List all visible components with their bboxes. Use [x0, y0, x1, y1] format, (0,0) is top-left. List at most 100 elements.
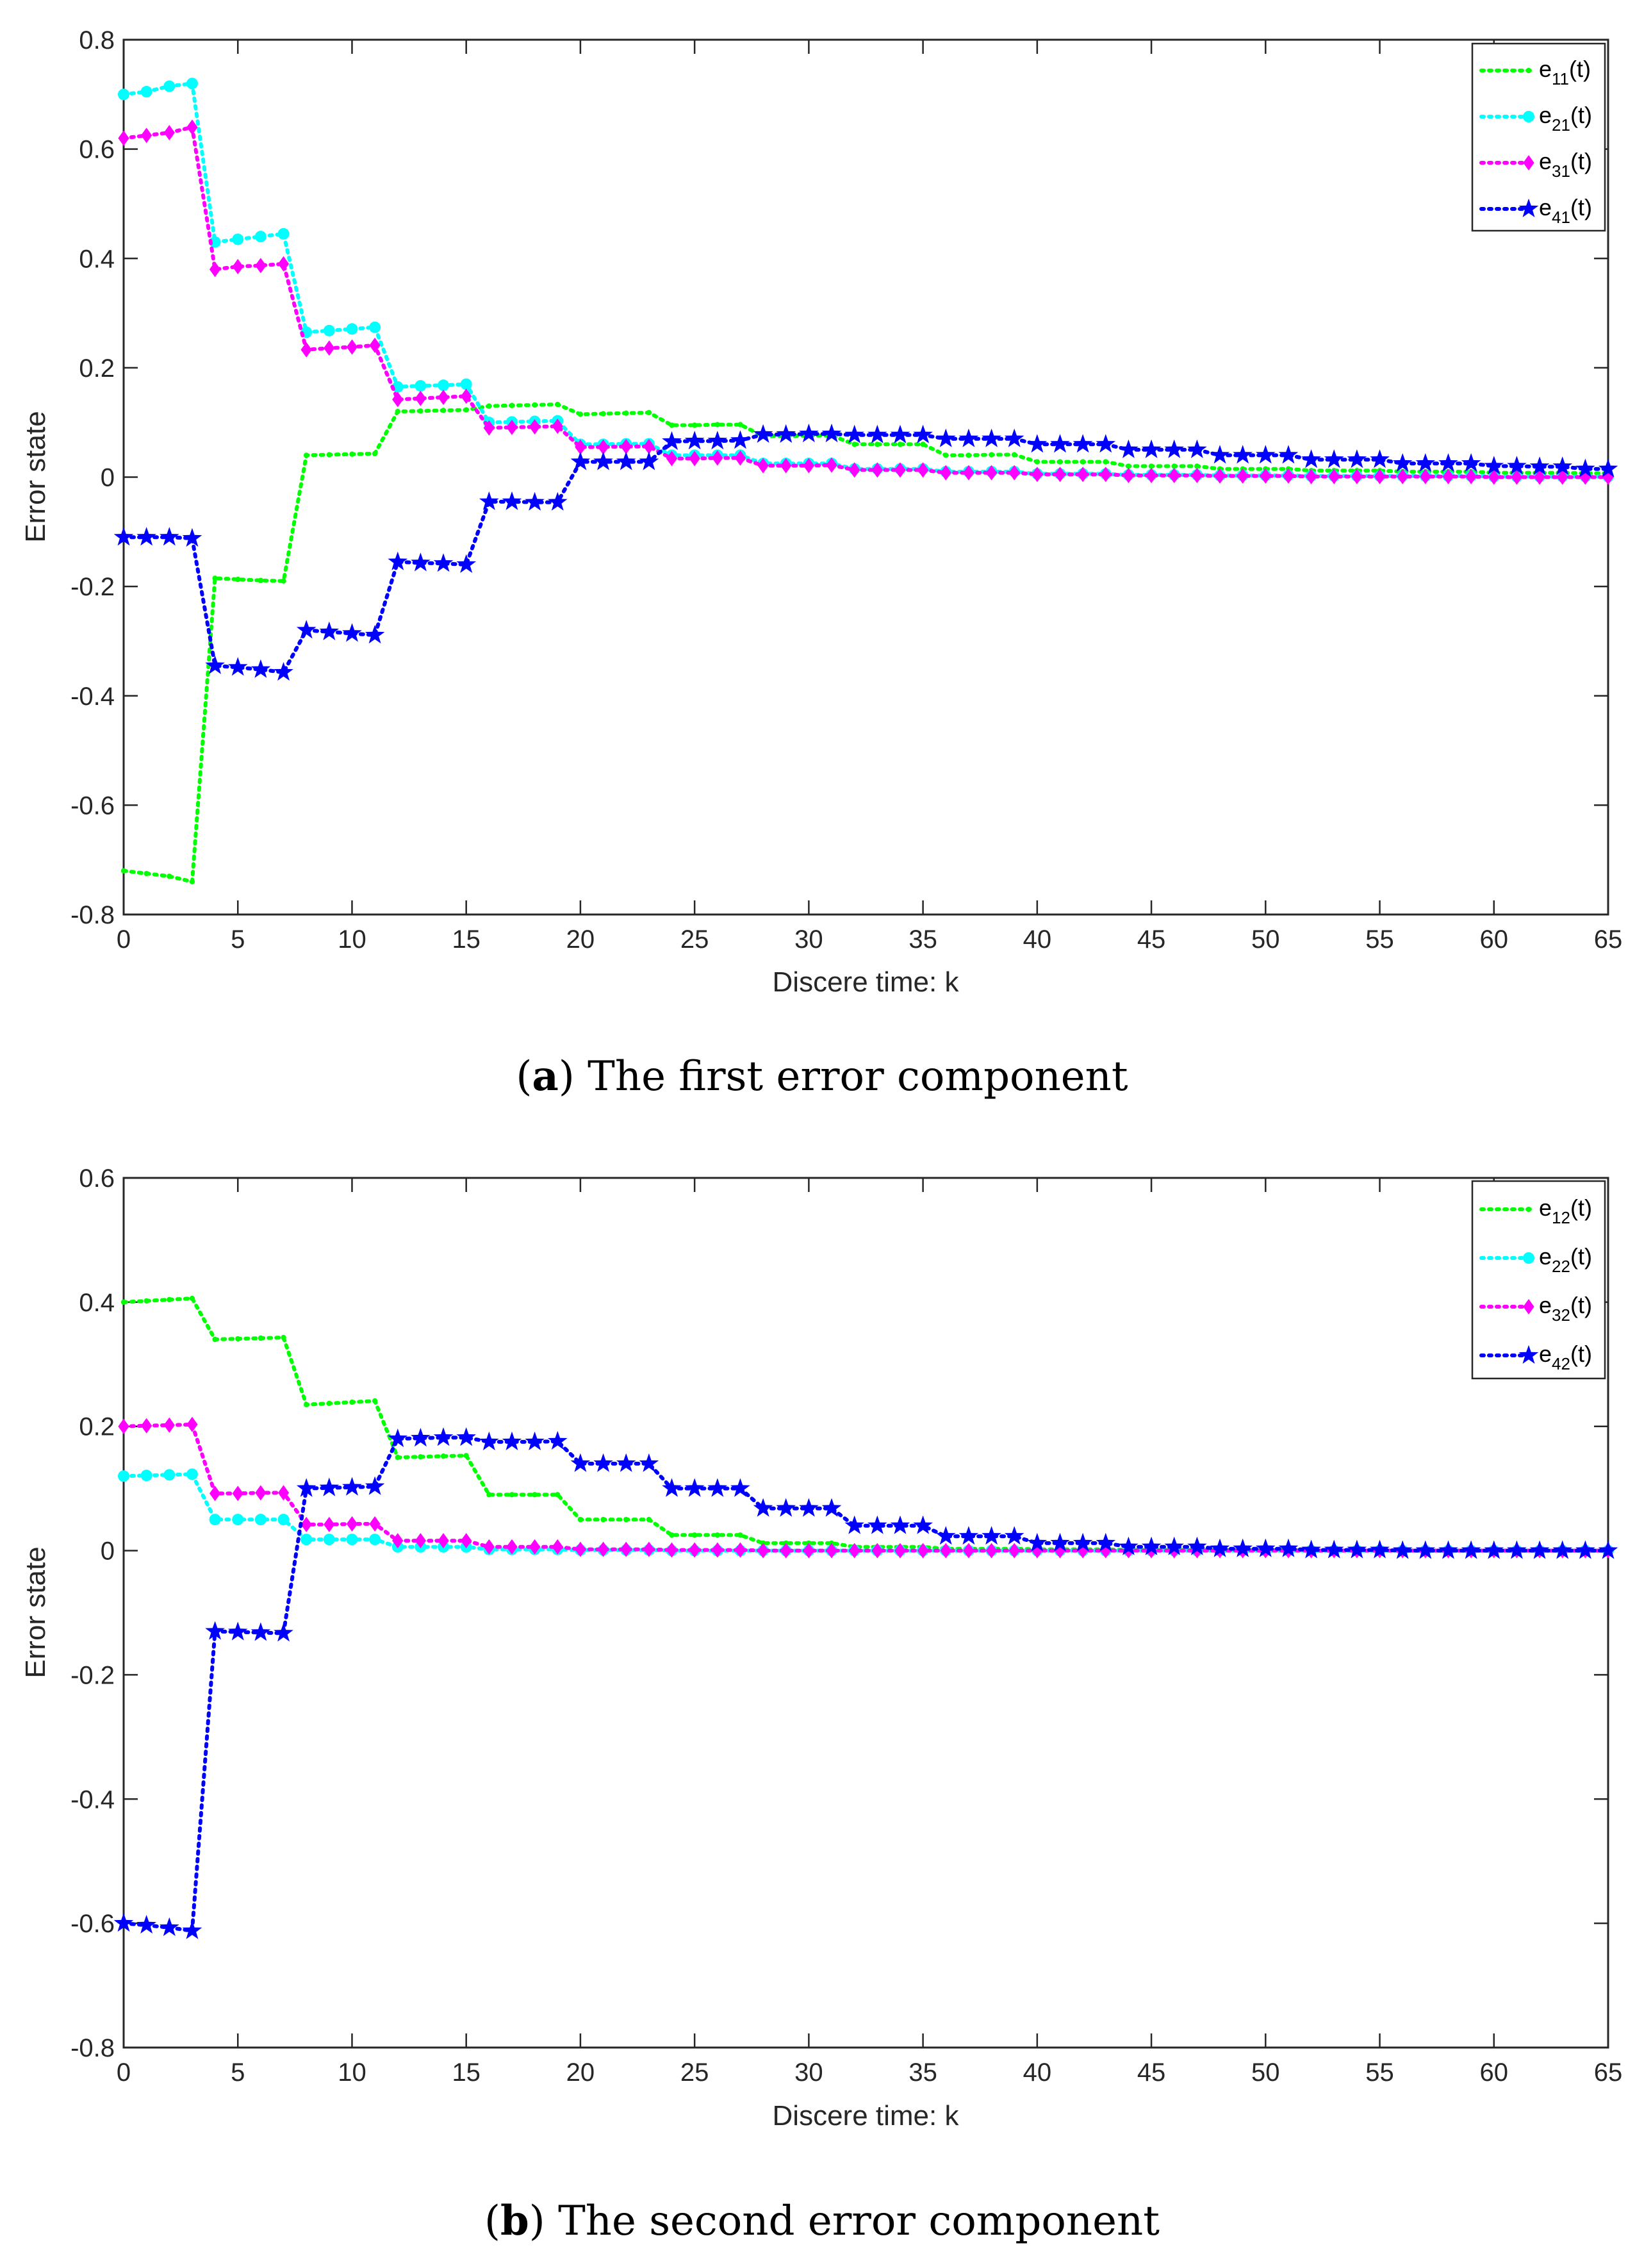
point-a-2-36 [940, 465, 951, 481]
y-tick-label-a-5: 0.2 [79, 354, 115, 383]
x-tick-label-a-3: 15 [452, 925, 481, 954]
point-b-0-11 [372, 1398, 378, 1404]
point-b-2-8 [300, 1516, 312, 1532]
point-b-2-5 [232, 1486, 243, 1502]
point-a-0-0 [120, 868, 127, 873]
point-a-2-34 [894, 462, 906, 478]
point-a-0-10 [349, 451, 355, 457]
point-b-3-44 [1119, 1536, 1138, 1555]
point-a-3-57 [1415, 453, 1436, 472]
point-b-0-22 [623, 1516, 629, 1523]
point-b-2-37 [963, 1543, 974, 1559]
point-a-0-5 [235, 576, 241, 583]
point-a-2-23 [643, 438, 655, 454]
legend-marker-a-2 [1523, 155, 1534, 170]
point-a-2-37 [963, 465, 974, 481]
point-b-3-11 [365, 1476, 385, 1495]
x-axis-label-a: Discere time: k [773, 966, 960, 998]
point-a-3-17 [502, 491, 522, 510]
point-b-0-14 [440, 1453, 447, 1459]
legend-a: e11(t) e21(t) e31(t) e41(t) [1471, 42, 1606, 232]
point-a-2-44 [1122, 467, 1135, 483]
y-tick-label-b-3: -0.2 [70, 1661, 115, 1689]
point-a-3-53 [1324, 449, 1344, 468]
point-b-2-2 [163, 1417, 175, 1433]
point-b-3-61 [1507, 1540, 1527, 1559]
point-a-3-7 [274, 662, 293, 681]
point-b-3-65 [1598, 1540, 1618, 1559]
point-b-3-48 [1210, 1538, 1230, 1557]
point-a-0-47 [1194, 463, 1200, 469]
x-tick-label-a-8: 40 [1023, 925, 1052, 954]
point-b-2-35 [917, 1543, 929, 1559]
point-a-2-10 [346, 339, 358, 355]
point-b-3-2 [160, 1917, 179, 1936]
point-a-2-17 [506, 419, 518, 435]
point-b-1-11 [369, 1534, 381, 1546]
x-tick-label-b-6: 30 [794, 2058, 823, 2087]
point-a-0-23 [646, 410, 652, 416]
point-b-3-16 [479, 1431, 499, 1450]
x-tick-label-b-13: 65 [1594, 2058, 1623, 2087]
point-b-3-42 [1073, 1532, 1093, 1552]
point-a-3-11 [365, 625, 385, 644]
point-b-2-14 [438, 1533, 449, 1549]
legend-label-a-1: e21(t) [1539, 102, 1592, 135]
y-tick-label-a-3: -0.2 [70, 573, 115, 601]
point-b-2-21 [597, 1541, 609, 1557]
legend-label-a-2: e31(t) [1539, 148, 1592, 181]
legend-item-a-3: e41(t) [1479, 194, 1592, 227]
point-b-2-4 [209, 1486, 221, 1502]
point-a-1-11 [369, 321, 381, 333]
point-a-2-39 [1008, 465, 1020, 481]
x-tick-label-a-12: 60 [1480, 925, 1509, 954]
point-b-3-46 [1164, 1536, 1184, 1555]
point-b-2-9 [324, 1516, 335, 1532]
point-a-3-54 [1347, 449, 1367, 468]
point-a-2-47 [1191, 467, 1203, 483]
point-b-3-1 [136, 1915, 156, 1934]
point-a-2-30 [803, 458, 815, 474]
point-b-3-39 [1004, 1526, 1024, 1545]
legend-marker-a-3 [1518, 198, 1539, 217]
point-b-3-26 [707, 1478, 728, 1497]
point-a-0-37 [966, 452, 972, 458]
point-a-3-47 [1187, 439, 1207, 458]
point-a-2-62 [1534, 469, 1545, 485]
point-b-1-3 [186, 1468, 198, 1480]
legend-items-b: e12(t) e22(t) e32(t) e42(t) [1479, 1195, 1592, 1373]
point-b-3-47 [1187, 1536, 1207, 1555]
legend-label-b-2: e32(t) [1539, 1292, 1592, 1325]
point-a-3-31 [821, 424, 842, 443]
point-a-0-25 [691, 422, 698, 428]
point-b-3-34 [890, 1515, 910, 1534]
point-a-1-7 [277, 228, 290, 240]
point-a-3-10 [342, 623, 362, 642]
point-a-1-1 [140, 86, 152, 98]
point-a-2-45 [1146, 467, 1157, 483]
point-b-3-64 [1575, 1540, 1595, 1559]
point-a-2-58 [1442, 468, 1454, 484]
point-a-3-29 [776, 424, 796, 443]
caption-b-letter: b [500, 2197, 529, 2245]
point-a-3-18 [525, 492, 545, 511]
point-b-1-1 [140, 1469, 152, 1482]
point-a-3-61 [1507, 456, 1527, 475]
point-b-3-38 [982, 1526, 1001, 1545]
point-a-2-35 [917, 462, 929, 478]
x-axis-label-b: Discere time: k [773, 2100, 960, 2131]
x-tick-label-a-4: 20 [566, 925, 595, 954]
point-a-2-19 [552, 418, 563, 435]
caption-a: (a) The first error component [516, 1052, 1128, 1100]
x-tick-label-a-0: 0 [117, 925, 131, 954]
y-tick-label-a-8: 0.8 [79, 26, 115, 54]
x-tick-label-b-11: 55 [1365, 2058, 1394, 2087]
point-a-3-23 [639, 451, 659, 470]
legend-item-a-1: e21(t) [1479, 102, 1592, 135]
y-tick-label-a-7: 0.6 [79, 136, 115, 164]
point-a-0-4 [212, 575, 218, 581]
point-b-2-34 [894, 1543, 906, 1559]
point-b-2-15 [461, 1533, 472, 1549]
point-b-2-32 [849, 1543, 860, 1559]
